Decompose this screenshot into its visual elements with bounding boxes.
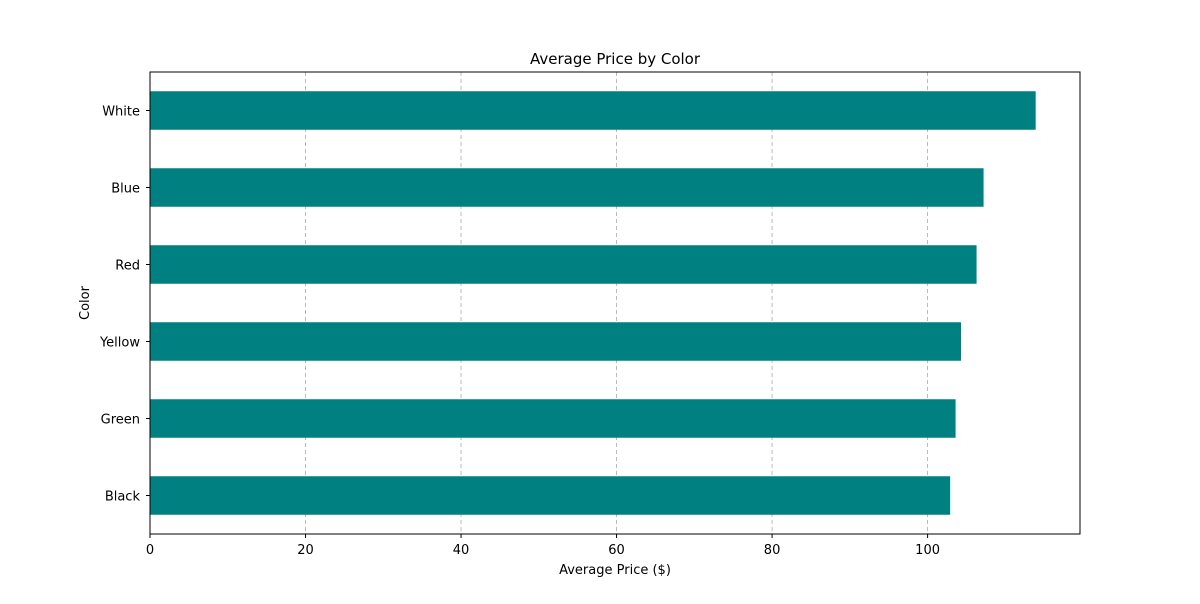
chart-title: Average Price by Color bbox=[530, 50, 701, 68]
y-axis-ticks: Black Green Yellow Red Blue White bbox=[99, 105, 150, 505]
y-tick-label: Blue bbox=[111, 182, 140, 197]
x-tick-label: 40 bbox=[453, 543, 470, 558]
y-tick-label: Yellow bbox=[99, 336, 140, 351]
x-axis-label: Average Price ($) bbox=[559, 563, 671, 578]
x-tick-label: 80 bbox=[764, 543, 781, 558]
x-tick-label: 0 bbox=[146, 543, 154, 558]
x-axis-ticks: 0 20 40 60 80 100 bbox=[146, 534, 940, 558]
y-tick-label: Red bbox=[115, 259, 140, 274]
y-tick-label: White bbox=[102, 105, 140, 120]
x-tick-label: 60 bbox=[608, 543, 625, 558]
bar-white bbox=[150, 91, 1036, 130]
x-tick-label: 20 bbox=[297, 543, 314, 558]
x-tick-label: 100 bbox=[915, 543, 940, 558]
plot-background bbox=[150, 72, 1080, 534]
y-axis-label: Color bbox=[78, 285, 93, 320]
bar-black bbox=[150, 476, 951, 515]
bar-red bbox=[150, 245, 977, 284]
grid-lines bbox=[305, 72, 928, 534]
y-tick-label: Green bbox=[101, 413, 140, 428]
y-tick-label: Black bbox=[105, 490, 141, 505]
plot-frame bbox=[149, 71, 1081, 535]
bar-blue bbox=[150, 168, 984, 207]
bar-green bbox=[150, 399, 956, 438]
bars bbox=[150, 91, 1036, 515]
bar-yellow bbox=[150, 322, 962, 361]
